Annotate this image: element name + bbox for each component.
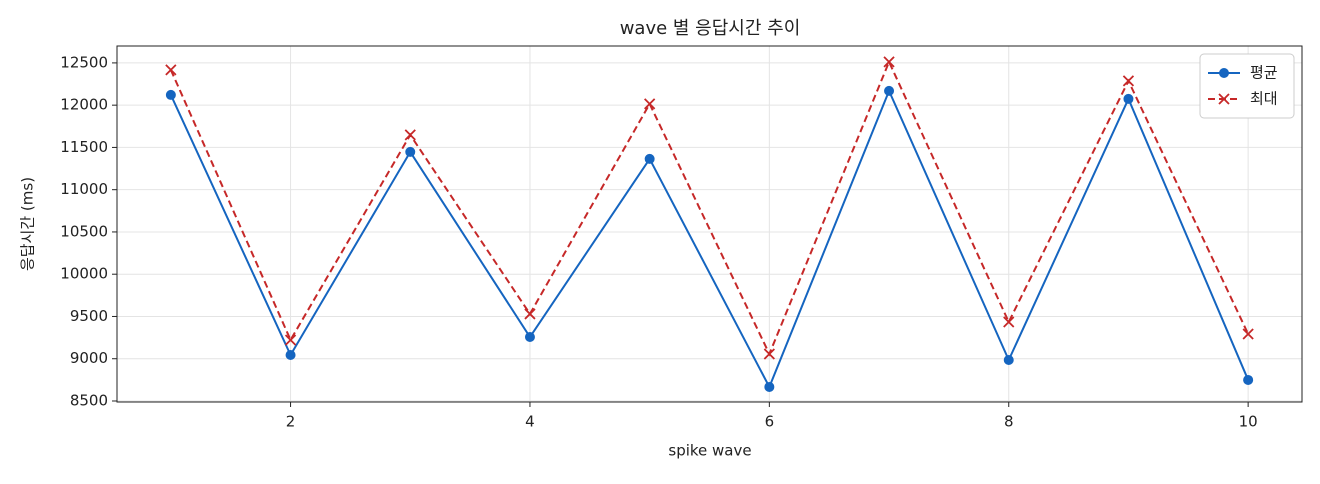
y-axis-label: 응답시간 (ms) [19,177,37,271]
y-tick-label: 11500 [60,138,108,156]
point [405,146,416,157]
y-tick-label: 10500 [60,222,108,240]
legend-box [1199,53,1295,119]
point [1003,316,1015,328]
point [524,308,536,320]
y-tick-label: 9000 [70,349,108,367]
y-tick-label: 11000 [60,180,108,198]
point [1242,328,1254,340]
chart-title: wave 별 응답시간 추이 [620,18,801,39]
point [763,348,775,360]
series-line [169,88,1250,390]
x-tick-label: 10 [1239,413,1258,431]
y-tick-label: 12000 [60,96,108,114]
x-axis-label: spike wave [668,442,751,460]
point [883,56,895,68]
y-tick-label: 10000 [60,265,108,283]
x-tick-label: 2 [286,413,296,431]
series-line [169,59,1250,357]
point [284,334,297,346]
point [524,332,535,343]
point [285,350,296,361]
point [644,98,656,110]
x-tick-label: 8 [1004,413,1014,431]
point [165,64,177,76]
point [764,381,775,392]
y-tick-label: 9500 [70,307,108,325]
plot-frame [116,45,1303,403]
x-tick-label: 6 [765,413,775,431]
point [1243,374,1254,385]
point [644,153,655,164]
point [165,89,176,100]
point [1122,75,1135,87]
x-tick-label: 4 [525,413,535,431]
legend-marker [1219,68,1229,78]
y-tick-label: 12500 [60,53,108,71]
point [404,129,416,141]
legend-marker [1218,93,1230,105]
point [884,85,895,96]
y-tick-label: 8500 [70,391,108,409]
legend-label: 최대 [1250,90,1278,108]
point [1003,354,1014,365]
legend-label: 평균 [1250,64,1278,82]
point [1123,93,1134,104]
